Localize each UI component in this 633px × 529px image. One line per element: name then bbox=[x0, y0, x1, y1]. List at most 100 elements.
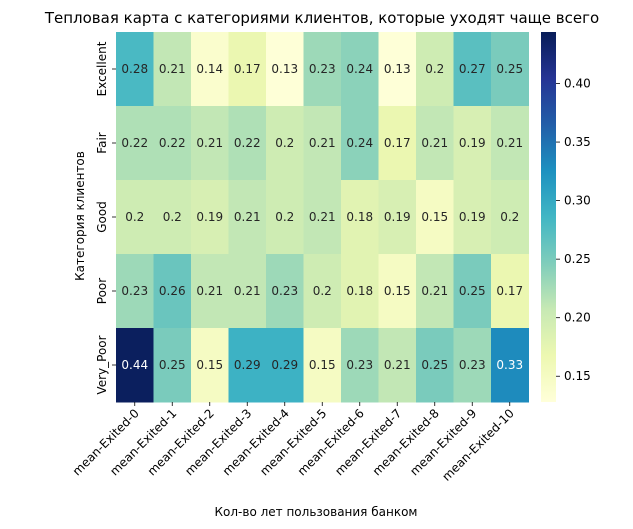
cell-value-label: 0.22 bbox=[234, 136, 261, 150]
heatmap-cell bbox=[303, 180, 342, 255]
cell-value-label: 0.14 bbox=[196, 62, 223, 76]
heatmap-cell bbox=[341, 254, 379, 329]
heatmap-cell bbox=[228, 32, 267, 107]
cell-value-label: 0.19 bbox=[459, 136, 486, 150]
heatmap-cell bbox=[191, 32, 229, 107]
cell-value-label: 0.2 bbox=[275, 136, 294, 150]
heatmap-cell bbox=[228, 180, 267, 255]
colorbar-ticks: 0.15 0.20 0.25 0.30 0.35 0.40 bbox=[556, 77, 591, 383]
y-axis-label: Категория клиентов bbox=[73, 151, 87, 281]
cell-value-label: 0.18 bbox=[346, 284, 373, 298]
heatmap-cell bbox=[491, 32, 529, 107]
cell-value-label: 0.24 bbox=[346, 136, 373, 150]
cell-value-label: 0.21 bbox=[421, 284, 448, 298]
colorbar-tick-label: 0.40 bbox=[564, 77, 591, 91]
heatmap-cell bbox=[341, 106, 379, 181]
heatmap-cell bbox=[116, 180, 154, 255]
heatmap-cell bbox=[116, 328, 154, 403]
heatmap-cell bbox=[153, 180, 192, 255]
cell-value-label: 0.23 bbox=[271, 284, 298, 298]
heatmap-cell bbox=[453, 106, 492, 181]
heatmap-cell bbox=[153, 32, 192, 107]
cell-value-label: 0.22 bbox=[159, 136, 186, 150]
cell-value-label: 0.18 bbox=[346, 210, 373, 224]
cell-value-label: 0.2 bbox=[163, 210, 182, 224]
heatmap-cell bbox=[266, 106, 304, 181]
colorbar-tick-label: 0.25 bbox=[564, 252, 591, 266]
colorbar-tick-label: 0.30 bbox=[564, 194, 591, 208]
cell-value-label: 0.21 bbox=[234, 284, 261, 298]
heatmap-cell bbox=[491, 106, 529, 181]
cell-value-label: 0.19 bbox=[459, 210, 486, 224]
cell-value-label: 0.21 bbox=[496, 136, 523, 150]
heatmap-cell bbox=[341, 180, 379, 255]
y-tick-label: Excellent bbox=[95, 41, 109, 96]
x-axis-label: Кол-во лет пользования банком bbox=[215, 505, 418, 519]
heatmap-cell bbox=[341, 328, 379, 403]
heatmap-cell bbox=[191, 254, 229, 329]
heatmap-cell bbox=[266, 254, 304, 329]
cell-value-label: 0.21 bbox=[309, 136, 336, 150]
x-tick-labels: mean-Exited-0mean-Exited-1mean-Exited-2m… bbox=[70, 402, 517, 484]
cell-value-label: 0.2 bbox=[500, 210, 519, 224]
heatmap-cell bbox=[303, 32, 342, 107]
cell-value-label: 0.19 bbox=[384, 210, 411, 224]
heatmap-cell bbox=[453, 328, 492, 403]
heatmap-cell bbox=[228, 254, 267, 329]
cell-value-label: 0.21 bbox=[196, 136, 223, 150]
cell-value-label: 0.15 bbox=[309, 358, 336, 372]
colorbar-tick-label: 0.15 bbox=[564, 369, 591, 383]
cell-value-label: 0.25 bbox=[159, 358, 186, 372]
x-tick-label: mean-Exited-6 bbox=[295, 406, 367, 478]
colorbar-tick-label: 0.35 bbox=[564, 135, 591, 149]
cell-value-label: 0.13 bbox=[384, 62, 411, 76]
heatmap-cell bbox=[303, 328, 342, 403]
cell-value-label: 0.17 bbox=[234, 62, 261, 76]
x-tick-label: mean-Exited-10 bbox=[439, 406, 517, 484]
heatmap-cell bbox=[378, 106, 417, 181]
cell-value-label: 0.21 bbox=[196, 284, 223, 298]
heatmap-cell bbox=[378, 328, 417, 403]
colorbar-tick-label: 0.20 bbox=[564, 311, 591, 325]
x-tick-label: mean-Exited-0 bbox=[70, 406, 142, 478]
heatmap-cell bbox=[453, 180, 492, 255]
heatmap-cell bbox=[191, 328, 229, 403]
heatmap-cell bbox=[453, 32, 492, 107]
cell-value-label: 0.22 bbox=[121, 136, 148, 150]
heatmap-cell bbox=[491, 328, 529, 403]
heatmap-cell bbox=[416, 32, 454, 107]
cell-value-label: 0.15 bbox=[196, 358, 223, 372]
cell-value-label: 0.23 bbox=[309, 62, 336, 76]
cell-value-label: 0.21 bbox=[234, 210, 261, 224]
cell-value-label: 0.23 bbox=[459, 358, 486, 372]
cell-value-label: 0.27 bbox=[459, 62, 486, 76]
heatmap-cell bbox=[491, 254, 529, 329]
cell-value-label: 0.21 bbox=[159, 62, 186, 76]
heatmap-cell bbox=[491, 180, 529, 255]
cell-value-label: 0.2 bbox=[313, 284, 332, 298]
chart-title: Тепловая карта с категориями клиентов, к… bbox=[44, 9, 599, 27]
heatmap-cells: 0.28 0.21 0.14 0.17 0.13 0.23 0.24 0.13 0.2 0.27 0… bbox=[116, 32, 529, 403]
x-tick-label: mean-Exited-2 bbox=[145, 406, 217, 478]
heatmap-cell bbox=[378, 180, 417, 255]
heatmap-cell bbox=[116, 32, 154, 107]
x-tick-label: mean-Exited-9 bbox=[407, 406, 479, 478]
cell-value-label: 0.24 bbox=[346, 62, 373, 76]
heatmap-cell bbox=[228, 328, 267, 403]
heatmap-cell bbox=[266, 32, 304, 107]
cell-value-label: 0.25 bbox=[459, 284, 486, 298]
heatmap-cell bbox=[416, 106, 454, 181]
heatmap-cell bbox=[116, 254, 154, 329]
cell-value-label: 0.44 bbox=[121, 358, 148, 372]
heatmap-cell bbox=[303, 254, 342, 329]
heatmap-cell bbox=[153, 254, 192, 329]
cell-value-label: 0.19 bbox=[196, 210, 223, 224]
cell-value-label: 0.21 bbox=[421, 136, 448, 150]
cell-value-label: 0.29 bbox=[271, 358, 298, 372]
cell-value-label: 0.13 bbox=[271, 62, 298, 76]
x-tick-label: mean-Exited-5 bbox=[257, 406, 329, 478]
heatmap-cell bbox=[191, 106, 229, 181]
cell-value-label: 0.23 bbox=[346, 358, 373, 372]
cell-value-label: 0.17 bbox=[496, 284, 523, 298]
